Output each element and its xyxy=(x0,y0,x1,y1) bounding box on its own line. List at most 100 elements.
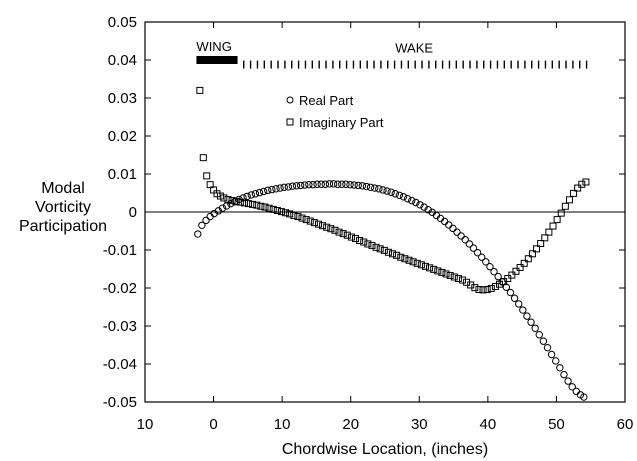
data-point-real xyxy=(477,253,486,261)
data-point-imaginary xyxy=(553,216,561,224)
data-point-real xyxy=(284,183,293,191)
data-point-imaginary xyxy=(306,217,314,225)
data-point-real xyxy=(371,184,379,192)
data-point-real xyxy=(531,324,539,332)
data-point-real xyxy=(218,204,227,212)
data-point-imaginary xyxy=(475,286,483,294)
tick-labels: 10 0 10 20 30 40 50 60 0.05 0.04 0.03 0.02 0.01 0 -0.0… xyxy=(103,14,634,433)
data-point-imaginary xyxy=(446,271,454,279)
data-point-imaginary xyxy=(528,250,536,258)
data-point-imaginary xyxy=(570,189,578,197)
y-tick-label: 0 xyxy=(129,204,137,221)
x-tick-label: 20 xyxy=(342,416,359,433)
data-point-imaginary xyxy=(533,245,541,253)
series-real-part xyxy=(194,180,588,401)
data-point-imaginary xyxy=(290,211,298,219)
data-point-real xyxy=(547,350,556,359)
data-point-real xyxy=(362,182,371,191)
data-point-real xyxy=(408,196,416,205)
legend-marker-real-part xyxy=(286,96,294,104)
data-point-real xyxy=(560,370,568,379)
data-point-real xyxy=(572,387,581,396)
legend-label-real-part: Real Part xyxy=(299,93,354,108)
data-point-imaginary xyxy=(557,209,565,217)
data-point-real xyxy=(486,263,494,271)
data-point-real xyxy=(449,224,457,233)
data-point-imaginary xyxy=(450,273,458,281)
data-point-imaginary xyxy=(368,241,376,249)
data-point-real xyxy=(490,267,498,276)
data-point-real xyxy=(399,193,408,201)
x-tick-label: 30 xyxy=(411,416,428,433)
x-tick-label: 50 xyxy=(548,416,565,433)
data-point-real xyxy=(453,228,461,236)
data-point-imaginary xyxy=(347,233,355,241)
x-tick-label: 60 xyxy=(617,416,634,433)
x-tick-label: 0 xyxy=(209,416,217,433)
data-point-real xyxy=(465,240,474,248)
data-point-imaginary xyxy=(545,228,553,236)
data-point-real xyxy=(313,180,321,188)
data-point-imaginary xyxy=(294,213,302,221)
data-point-real xyxy=(391,190,399,198)
data-point-imaginary xyxy=(512,267,520,275)
data-point-imaginary xyxy=(257,202,265,210)
data-point-imaginary xyxy=(298,214,306,222)
data-point-real xyxy=(395,191,404,199)
data-point-imaginary xyxy=(483,286,491,294)
data-point-imaginary xyxy=(409,258,417,266)
data-point-real xyxy=(276,184,284,192)
data-point-real xyxy=(375,185,383,193)
data-point-imaginary xyxy=(524,255,532,263)
data-point-real xyxy=(539,337,548,345)
data-point-imaginary xyxy=(372,243,380,251)
data-point-imaginary xyxy=(240,199,248,207)
data-point-imaginary xyxy=(302,216,310,224)
data-point-imaginary xyxy=(471,284,479,292)
data-point-real xyxy=(366,183,375,192)
data-point-real xyxy=(272,185,280,193)
data-point-real xyxy=(354,181,362,190)
data-point-imaginary xyxy=(245,200,253,208)
y-tick-label: 0.02 xyxy=(108,128,137,145)
data-point-imaginary xyxy=(249,200,257,208)
data-point-imaginary xyxy=(286,210,294,218)
wake-region-label: WAKE xyxy=(395,41,433,56)
y-tick-label: -0.05 xyxy=(103,394,137,411)
data-point-real xyxy=(333,180,342,188)
data-point-imaginary xyxy=(339,230,347,238)
data-point-imaginary xyxy=(335,228,343,236)
data-point-imaginary xyxy=(561,202,569,210)
data-point-imaginary xyxy=(405,256,413,264)
data-point-imaginary xyxy=(331,226,339,234)
data-point-imaginary xyxy=(516,263,524,271)
data-point-imaginary xyxy=(434,267,442,275)
y-axis-title-line-3: Participation xyxy=(19,218,107,235)
data-point-imaginary xyxy=(273,206,281,214)
data-point-real xyxy=(321,180,330,188)
data-point-imaginary xyxy=(224,195,232,203)
data-point-real xyxy=(494,272,502,281)
data-point-imaginary xyxy=(438,268,446,276)
data-point-imaginary xyxy=(430,265,438,273)
data-point-real xyxy=(580,393,588,401)
data-point-imaginary xyxy=(228,197,236,205)
data-point-imaginary xyxy=(203,172,211,180)
data-point-imaginary xyxy=(508,271,516,279)
data-point-real xyxy=(568,383,576,391)
data-point-imaginary xyxy=(393,251,401,259)
data-point-imaginary xyxy=(196,86,204,94)
data-point-real xyxy=(556,364,564,372)
y-tick-label: -0.04 xyxy=(103,356,137,373)
data-point-imaginary xyxy=(380,246,388,254)
data-point-real xyxy=(515,300,523,308)
y-tick-label: -0.02 xyxy=(103,280,137,297)
data-point-real xyxy=(416,201,424,209)
region-markers: WING WAKE xyxy=(196,39,588,69)
data-point-imaginary xyxy=(314,220,322,228)
data-point-imaginary xyxy=(574,184,582,192)
data-point-imaginary xyxy=(269,205,277,213)
data-point-imaginary xyxy=(352,235,360,243)
data-point-real xyxy=(264,186,272,195)
